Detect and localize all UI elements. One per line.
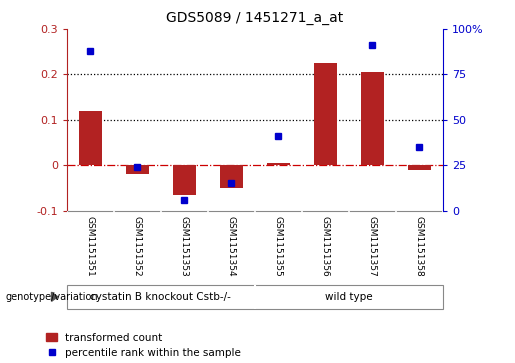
Text: GSM1151352: GSM1151352	[133, 216, 142, 277]
Text: GSM1151357: GSM1151357	[368, 216, 377, 277]
Title: GDS5089 / 1451271_a_at: GDS5089 / 1451271_a_at	[166, 11, 344, 25]
Bar	[126, 165, 149, 174]
Text: cystatin B knockout Cstb-/-: cystatin B knockout Cstb-/-	[91, 292, 231, 302]
Text: GSM1151358: GSM1151358	[415, 216, 424, 277]
Bar	[360, 72, 384, 165]
Text: GSM1151353: GSM1151353	[180, 216, 189, 277]
Text: GSM1151354: GSM1151354	[227, 216, 236, 277]
Text: GSM1151355: GSM1151355	[274, 216, 283, 277]
Text: GSM1151351: GSM1151351	[86, 216, 95, 277]
Bar	[314, 63, 337, 165]
Bar	[267, 163, 290, 165]
Legend: transformed count, percentile rank within the sample: transformed count, percentile rank withi…	[46, 333, 241, 358]
Bar	[79, 111, 102, 165]
Bar	[408, 165, 431, 170]
Bar	[173, 165, 196, 195]
Bar	[220, 165, 243, 188]
Text: genotype/variation: genotype/variation	[5, 292, 98, 302]
Text: wild type: wild type	[325, 292, 373, 302]
Text: GSM1151356: GSM1151356	[321, 216, 330, 277]
